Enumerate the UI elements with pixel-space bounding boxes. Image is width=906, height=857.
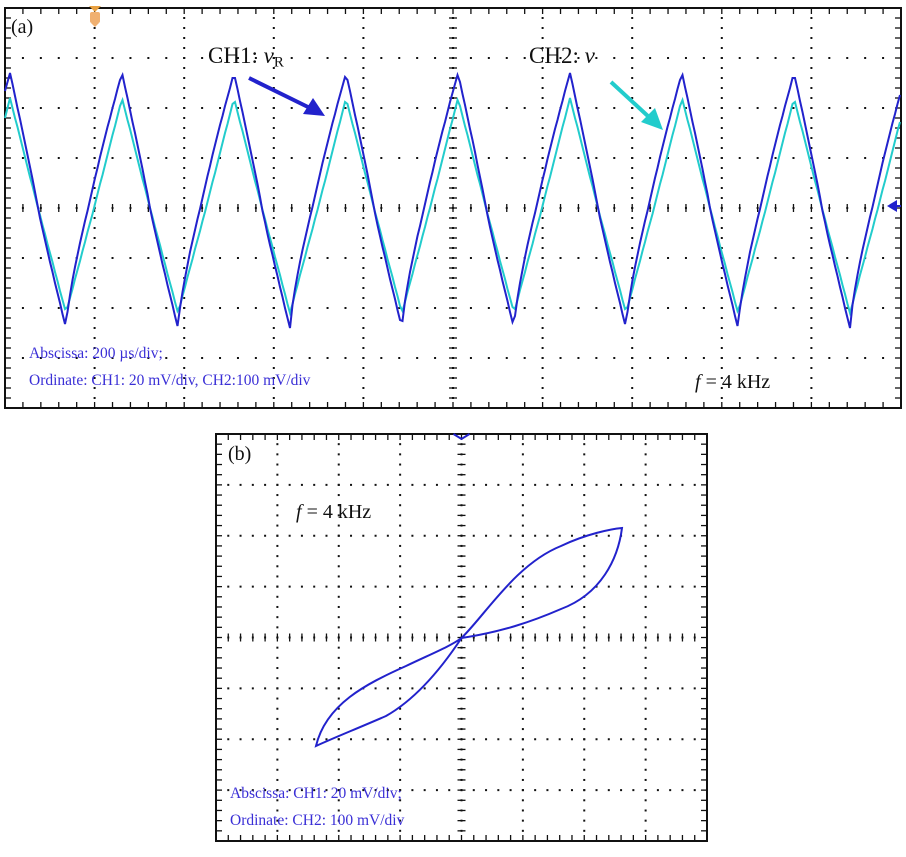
ground-marker-icon: [887, 200, 897, 212]
ordinate-note-b: Ordinate: CH2: 100 mV/div: [230, 812, 405, 829]
panel-b-plot: [215, 433, 708, 842]
ch1-sub: R: [273, 54, 284, 71]
panel-a-oscilloscope: (a) CH1: vR CH2: v Abscissa: 200 µs/div;…: [4, 6, 902, 409]
ch1-var: v: [263, 43, 274, 68]
lissajous-loop: [314, 526, 624, 748]
ch2-arrow-icon: [609, 80, 663, 130]
ch2-label: CH2:: [529, 43, 585, 68]
x-position-marker-icon: [452, 433, 471, 441]
ch1-label: CH1:: [208, 43, 264, 68]
panel-b-lissajous: (b) f = 4 kHz Abscissa: CH1: 20 mV/div; …: [215, 433, 708, 842]
panel-b-grid: [215, 433, 708, 842]
ordinate-note-a: Ordinate: CH1: 20 mV/div, CH2:100 mV/div: [29, 372, 311, 389]
frequency-label-a: f = 4 kHz: [695, 371, 771, 393]
abscissa-note-b: Abscissa: CH1: 20 mV/div;: [230, 785, 402, 802]
abscissa-note-a: Abscissa: 200 µs/div;: [29, 345, 163, 362]
ch2-annotation: CH2: v: [529, 44, 595, 67]
ch1-arrow-icon: [248, 76, 325, 116]
panel-a-label: (a): [11, 16, 34, 38]
ch2-var: v: [584, 43, 595, 68]
ch1-waveform: [4, 71, 901, 329]
frequency-label-b: f = 4 kHz: [296, 501, 372, 523]
ch1-annotation: CH1: vR: [208, 44, 284, 71]
panel-b-label: (b): [228, 443, 252, 465]
panel-a-plot: [4, 6, 902, 409]
trigger-marker-icon: [89, 6, 101, 27]
